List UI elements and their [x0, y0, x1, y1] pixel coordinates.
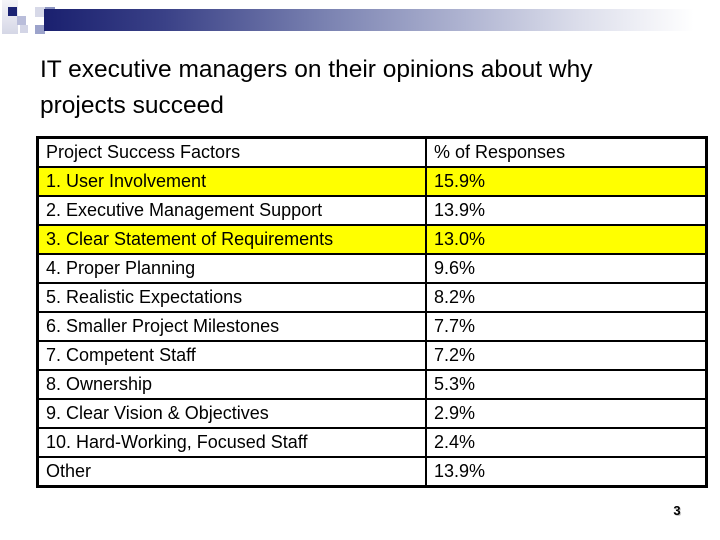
pct-cell: 13.9%	[425, 456, 708, 488]
factor-cell: 7. Competent Staff	[36, 340, 427, 371]
slide-number: 3	[673, 503, 681, 518]
pct-cell: 9.6%	[425, 253, 708, 284]
table-row: 5. Realistic Expectations 8.2%	[36, 282, 708, 313]
table-row: 8. Ownership 5.3%	[36, 369, 708, 400]
header-factors: Project Success Factors	[36, 136, 427, 168]
table-row: 2. Executive Management Support 13.9%	[36, 195, 708, 226]
success-factors-table: Project Success Factors % of Responses 1…	[36, 136, 708, 488]
table-row: 9. Clear Vision & Objectives 2.9%	[36, 398, 708, 429]
pct-cell: 7.2%	[425, 340, 708, 371]
pct-cell: 13.9%	[425, 195, 708, 226]
factor-cell: 4. Proper Planning	[36, 253, 427, 284]
table-row: 1. User Involvement 15.9%	[36, 166, 708, 197]
factor-cell: 8. Ownership	[36, 369, 427, 400]
pixel-square-lavender	[17, 16, 26, 25]
factor-cell: 9. Clear Vision & Objectives	[36, 398, 427, 429]
factor-cell: 6. Smaller Project Milestones	[36, 311, 427, 342]
factor-cell: 1. User Involvement	[36, 166, 427, 197]
table-row: 4. Proper Planning 9.6%	[36, 253, 708, 284]
table-header-row: Project Success Factors % of Responses	[36, 136, 708, 168]
pct-cell: 8.2%	[425, 282, 708, 313]
pct-cell: 5.3%	[425, 369, 708, 400]
pct-cell: 15.9%	[425, 166, 708, 197]
pixel-square-navy	[8, 7, 17, 16]
factor-cell: 2. Executive Management Support	[36, 195, 427, 226]
pixel-square-light	[35, 7, 45, 17]
pct-cell: 7.7%	[425, 311, 708, 342]
pixel-deco-column	[2, 0, 18, 34]
slide-title-line-1: IT executive managers on their opinions …	[40, 56, 593, 83]
pixel-square-lavender-small	[20, 25, 28, 33]
slide-title: IT executive managers on their opinions …	[40, 52, 700, 124]
pct-cell: 13.0%	[425, 224, 708, 255]
factor-cell: 10. Hard-Working, Focused Staff	[36, 427, 427, 458]
header-responses: % of Responses	[425, 136, 708, 168]
pixel-square-blue-2	[35, 25, 45, 34]
table-row: 6. Smaller Project Milestones 7.7%	[36, 311, 708, 342]
table-row: 7. Competent Staff 7.2%	[36, 340, 708, 371]
factor-cell: 3. Clear Statement of Requirements	[36, 224, 427, 255]
factor-cell: Other	[36, 456, 427, 488]
factor-cell: 5. Realistic Expectations	[36, 282, 427, 313]
accent-gradient-bar	[44, 9, 714, 31]
pct-cell: 2.9%	[425, 398, 708, 429]
table-row: 3. Clear Statement of Requirements 13.0%	[36, 224, 708, 255]
table-row: 10. Hard-Working, Focused Staff 2.4%	[36, 427, 708, 458]
table-row: Other 13.9%	[36, 456, 708, 488]
pct-cell: 2.4%	[425, 427, 708, 458]
slide-title-line-2: projects succeed	[40, 92, 224, 119]
